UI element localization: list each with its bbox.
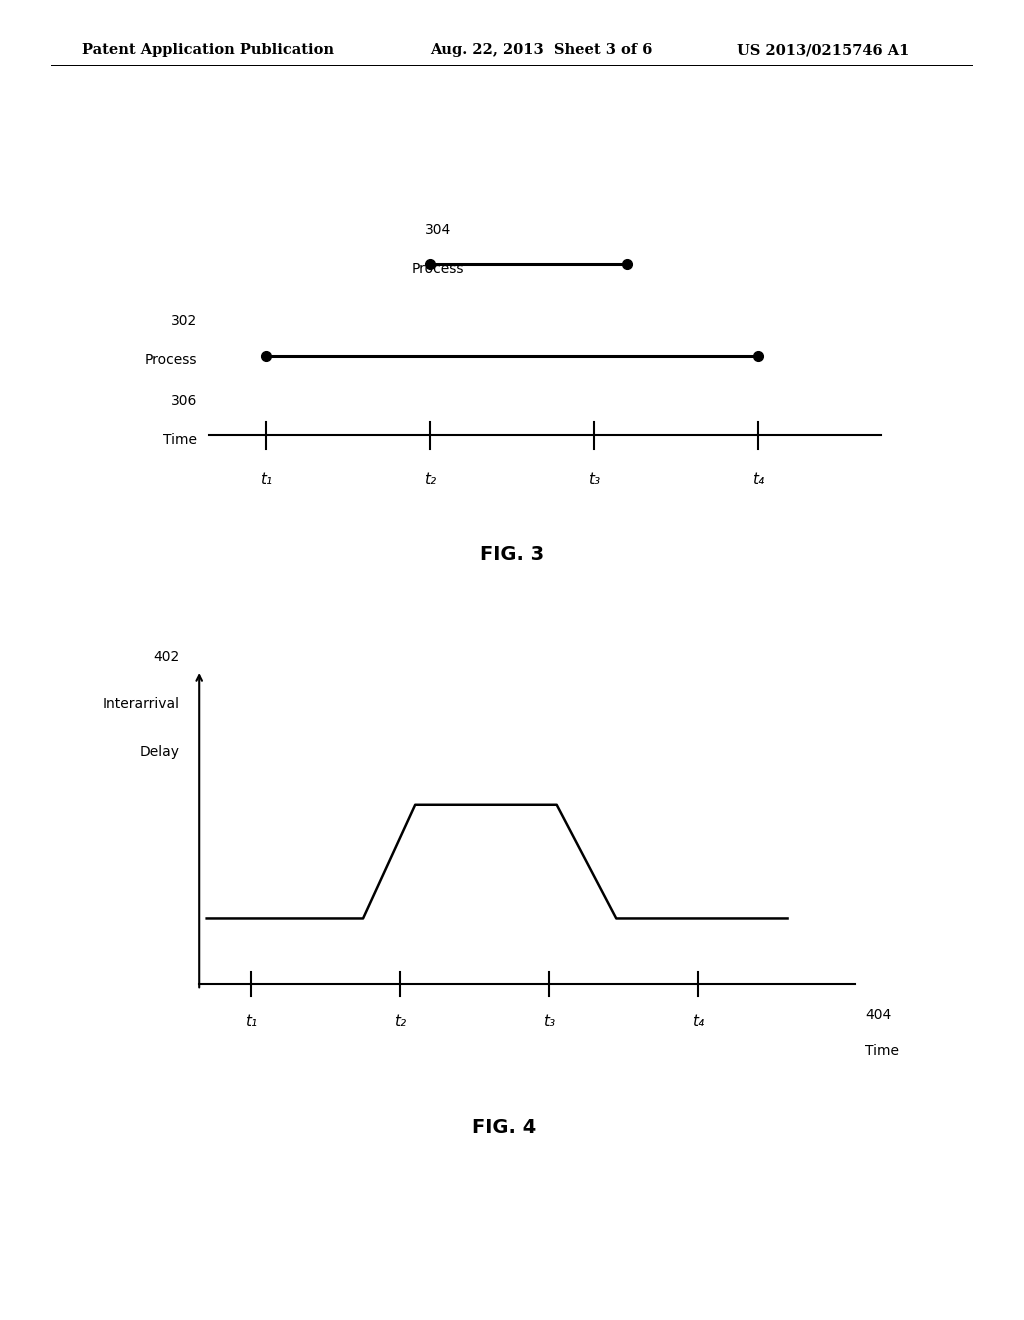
Text: t₂: t₂	[394, 1014, 407, 1030]
Text: Aug. 22, 2013  Sheet 3 of 6: Aug. 22, 2013 Sheet 3 of 6	[430, 44, 652, 57]
Text: FIG. 3: FIG. 3	[480, 545, 544, 564]
Text: t₁: t₁	[260, 473, 272, 487]
Text: t₃: t₃	[588, 473, 600, 487]
Text: t₂: t₂	[424, 473, 436, 487]
Text: US 2013/0215746 A1: US 2013/0215746 A1	[737, 44, 909, 57]
Text: t₃: t₃	[543, 1014, 555, 1030]
Text: t₁: t₁	[246, 1014, 257, 1030]
Text: Process: Process	[412, 261, 465, 276]
Text: Interarrival: Interarrival	[102, 697, 180, 711]
Text: Delay: Delay	[140, 744, 180, 759]
Text: FIG. 4: FIG. 4	[472, 1118, 537, 1138]
Text: 402: 402	[154, 651, 180, 664]
Text: Process: Process	[145, 354, 198, 367]
Text: 304: 304	[425, 223, 452, 236]
Text: t₄: t₄	[752, 473, 764, 487]
Text: Time: Time	[164, 433, 198, 447]
Text: 302: 302	[171, 314, 198, 329]
Text: 306: 306	[171, 395, 198, 408]
Text: t₄: t₄	[692, 1014, 705, 1030]
Text: 404: 404	[865, 1008, 891, 1022]
Text: Patent Application Publication: Patent Application Publication	[82, 44, 334, 57]
Text: Time: Time	[865, 1044, 899, 1059]
